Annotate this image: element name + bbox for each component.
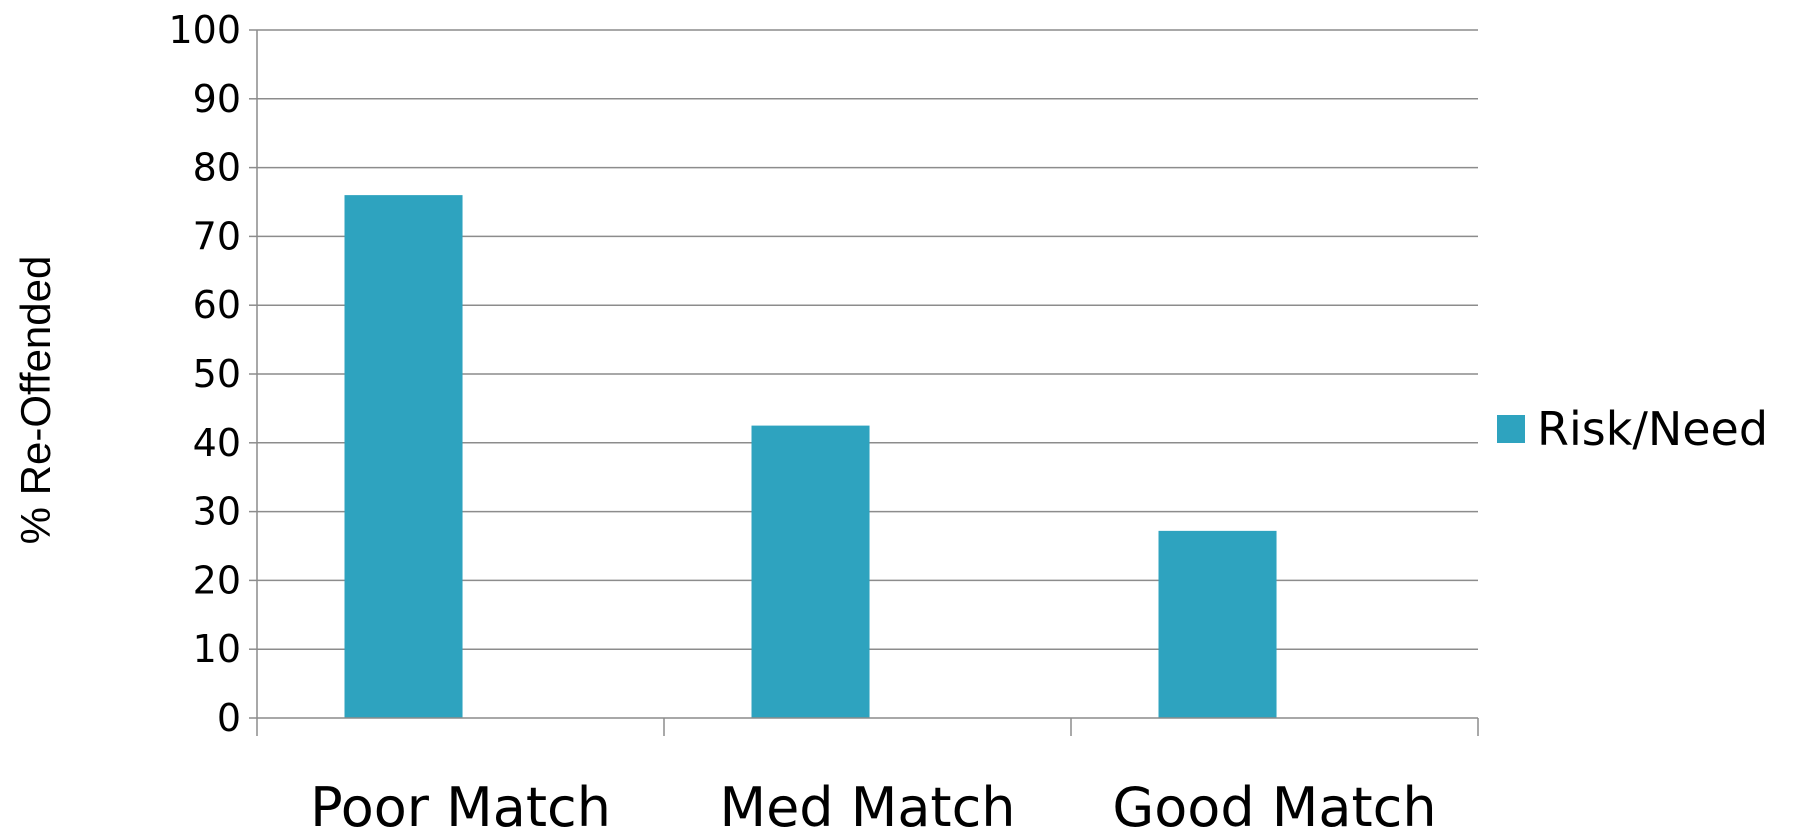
- y-tick-label: 30: [193, 490, 241, 534]
- y-tick-label: 90: [193, 77, 241, 121]
- y-tick-label: 20: [193, 558, 241, 602]
- y-tick-label: 10: [193, 627, 241, 671]
- y-axis-label: % Re-Offended: [12, 256, 59, 545]
- y-tick-label: 100: [168, 8, 241, 52]
- legend: Risk/Need: [1497, 402, 1768, 456]
- x-tick-label: Med Match: [719, 776, 1015, 832]
- y-tick-label: 70: [193, 214, 241, 258]
- y-tick-label: 60: [193, 283, 241, 327]
- y-tick-label: 0: [217, 696, 241, 740]
- y-tick-label: 80: [193, 146, 241, 190]
- legend-label-risk-need: Risk/Need: [1537, 402, 1768, 456]
- y-tick-label: 50: [193, 352, 241, 396]
- y-tick-labels: 0 10 20 30 40 50 60 70 80 90 100: [168, 8, 241, 740]
- x-tick-label: Good Match: [1112, 776, 1436, 832]
- bar-good-match: [1158, 530, 1277, 718]
- bar-poor-match: [344, 195, 463, 718]
- bar-med-match: [751, 425, 870, 718]
- bars: [344, 195, 1277, 718]
- legend-swatch: [1497, 415, 1525, 443]
- x-tick-label: Poor Match: [310, 776, 611, 832]
- axes: [256, 30, 1479, 736]
- x-tick-labels: Poor Match Med Match Good Match: [310, 776, 1437, 836]
- y-tick-label: 40: [193, 421, 241, 465]
